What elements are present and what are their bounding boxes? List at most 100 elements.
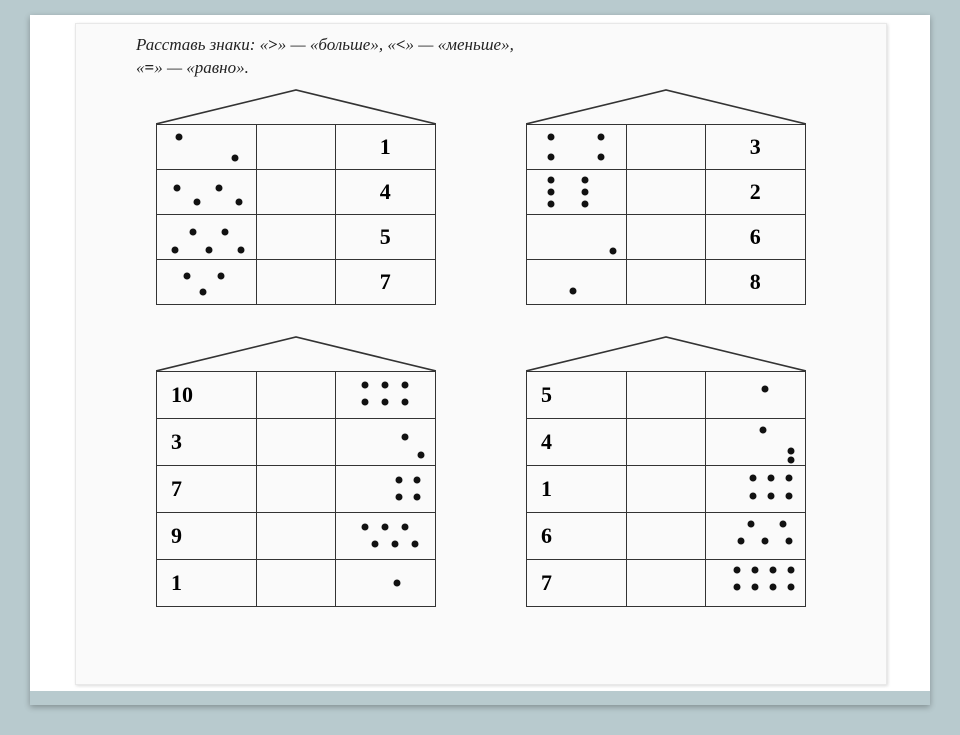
table-row: 6 [527,512,806,559]
table-row: 9 [157,512,436,559]
table-row: 3 [157,418,436,465]
instr-part: » — «равно». [154,58,249,77]
answer-cell[interactable] [257,169,335,214]
dots-cell [157,259,257,304]
answer-cell[interactable] [627,465,705,512]
house-2: 3 2 6 8 [526,88,806,305]
dot-icon [547,134,554,141]
answer-cell[interactable] [257,371,335,418]
symbol-eq: = [145,58,155,77]
dot-icon [786,474,793,481]
dot-icon [609,247,616,254]
dot-icon [199,288,206,295]
answer-cell[interactable] [627,418,705,465]
dot-icon [762,538,769,545]
table-row: 7 [157,465,436,512]
roof-icon [156,335,436,371]
dot-icon [547,188,554,195]
answer-cell[interactable] [257,418,335,465]
dot-icon [768,474,775,481]
dot-icon [581,176,588,183]
answer-cell[interactable] [627,259,705,304]
dot-icon [235,198,242,205]
table-row: 10 [157,371,436,418]
dot-icon [788,457,795,464]
instr-part: » — «больше», « [278,35,396,54]
answer-cell[interactable] [627,559,705,606]
dots-cell [335,559,435,606]
dot-icon [215,185,222,192]
table-row: 3 [527,124,806,169]
dots-cell [335,465,435,512]
number-cell: 7 [157,465,257,512]
answer-cell[interactable] [257,465,335,512]
dot-icon [788,584,795,591]
table-row: 8 [527,259,806,304]
answer-cell[interactable] [257,559,335,606]
table-row: 2 [527,169,806,214]
dot-icon [547,201,554,208]
dot-icon [183,272,190,279]
dots-cell [335,418,435,465]
table-row: 5 [157,214,436,259]
dot-icon [193,198,200,205]
dot-icon [418,451,425,458]
answer-cell[interactable] [627,512,705,559]
table-row: 4 [157,169,436,214]
answer-cell[interactable] [627,371,705,418]
answer-cell[interactable] [257,124,335,169]
slide: Расставь знаки: «>» — «больше», «<» — «м… [30,15,930,705]
dots-cell [527,259,627,304]
dot-icon [171,247,178,254]
number-cell: 7 [335,259,435,304]
dot-icon [237,247,244,254]
house-table: 10 3 7 9 [156,371,436,607]
dots-cell [157,214,257,259]
dot-icon [752,584,759,591]
answer-cell[interactable] [257,512,335,559]
dot-icon [760,426,767,433]
house-table: 3 2 6 8 [526,124,806,305]
instr-part: Расставь знаки: « [136,35,268,54]
dot-icon [221,229,228,236]
dots-cell [335,512,435,559]
dots-cell [157,124,257,169]
number-cell: 7 [527,559,627,606]
dot-icon [547,176,554,183]
dot-icon [362,381,369,388]
dot-icon [205,247,212,254]
dot-icon [402,523,409,530]
table-row: 5 [527,371,806,418]
house-1: 1 4 5 7 [156,88,436,305]
answer-cell[interactable] [627,124,705,169]
dot-icon [402,434,409,441]
house-table: 5 4 1 6 [526,371,806,607]
dot-icon [392,541,399,548]
dot-icon [597,134,604,141]
answer-cell[interactable] [627,214,705,259]
answer-cell[interactable] [257,214,335,259]
dot-icon [175,134,182,141]
dot-icon [748,520,755,527]
dot-icon [770,566,777,573]
dots-cell [335,371,435,418]
dots-cell [705,418,805,465]
number-cell: 1 [335,124,435,169]
dot-icon [780,520,787,527]
dot-icon [788,566,795,573]
dot-icon [362,523,369,530]
dot-icon [414,476,421,483]
dot-icon [734,566,741,573]
table-row: 1 [157,559,436,606]
instr-part: » — «меньше», [406,35,514,54]
answer-cell[interactable] [257,259,335,304]
dots-cell [705,512,805,559]
table-row: 1 [527,465,806,512]
dot-icon [173,185,180,192]
dot-icon [394,579,401,586]
number-cell: 1 [527,465,627,512]
dot-icon [396,476,403,483]
answer-cell[interactable] [627,169,705,214]
dot-icon [189,229,196,236]
table-row: 6 [527,214,806,259]
